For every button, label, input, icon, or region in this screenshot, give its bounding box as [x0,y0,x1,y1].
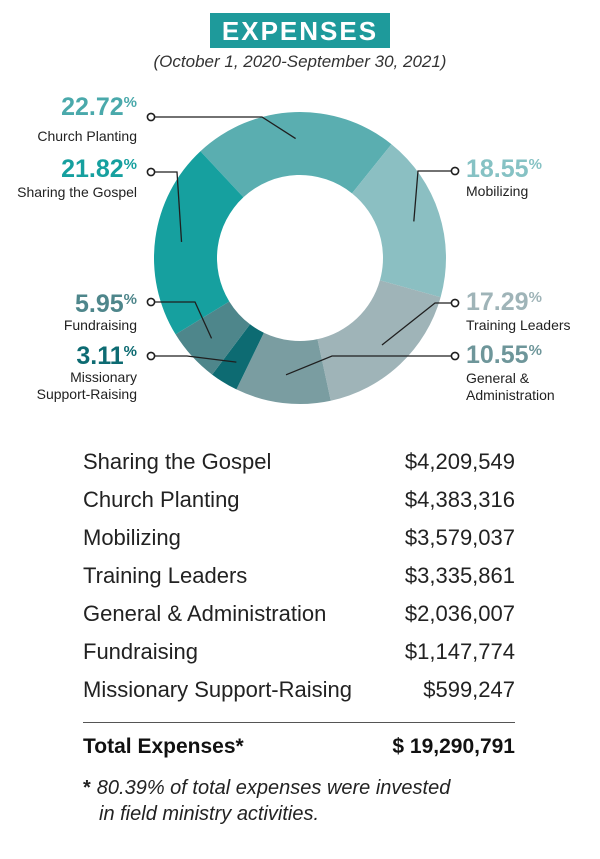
category-label-church-planting: Church Planting [37,128,137,144]
slice-church-planting [200,111,392,198]
pct-value: 21.82 [61,155,124,183]
pct-label-general-and-administration: 10.55% [466,341,542,369]
expense-row-label: Training Leaders [83,563,248,588]
segment-labels: 22.72%Church Planting18.55%Mobilizing17.… [17,93,570,403]
pct-sign: % [124,94,137,111]
pct-sign: % [124,291,137,308]
leader-line-sharing-the-gospel [151,171,183,242]
slice-sharing-the-gospel [154,151,244,335]
pct-sign: % [124,156,137,173]
category-label-missionary-support-raising: Support-Raising [37,386,137,402]
pct-sign: % [124,343,137,360]
pct-label-missionary-support-raising: 3.11% [76,342,137,370]
pct-label-sharing-the-gospel: 21.82% [61,155,137,183]
expense-row-amount: $4,209,549 [404,449,515,474]
pct-value: 10.55 [466,341,529,369]
pct-value: 18.55 [466,155,529,183]
pct-value: 22.72 [61,93,124,121]
expense-row-label: Sharing the Gospel [83,449,272,474]
donut-slices [154,111,446,404]
category-label-mobilizing: Mobilizing [466,183,528,199]
expenses-rows: Sharing the Gospel $4,209,549 Church Plant… [83,446,515,712]
date-range-subtitle: (October 1, 2020-September 30, 2021) [153,52,447,71]
slice-missionary-support-raising [212,324,264,390]
leader-line-church-planting [151,116,296,140]
category-label-general-and-administration: Administration [466,387,555,403]
expense-row-amount: $1,147,774 [404,639,515,664]
category-label-fundraising: Fundraising [64,317,137,333]
expense-row-amount: $3,335,861 [404,563,515,588]
expense-row: General & Administration $2,036,007 [83,598,515,636]
expense-row-label: General & Administration [83,601,327,626]
expense-row: Training Leaders $3,335,861 [83,560,515,598]
pct-sign: % [529,289,542,306]
footnote-line-2: in field ministry activities. [99,803,320,825]
page-title: EXPENSES [209,13,391,48]
expense-row-amount: $2,036,007 [404,601,515,626]
leader-dot-sharing-the-gospel [146,167,156,177]
expense-row: Missionary Support-Raising $599,247 [83,674,515,712]
total-amount: $ 19,290,791 [392,735,515,758]
total-divider [83,722,515,723]
category-label-sharing-the-gospel: Sharing the Gospel [17,184,137,200]
expense-row-label: Church Planting [83,487,240,512]
pct-value: 3.11 [76,342,123,370]
leader-line-general-and-administration [285,355,455,376]
leader-dot-training-leaders [450,298,460,308]
expense-row-amount: $4,383,316 [404,487,515,512]
leader-dot-mobilizing [450,166,460,176]
leader-line-fundraising [151,301,213,339]
pct-label-fundraising: 5.95% [75,290,137,318]
total-label: Total Expenses* [83,735,244,758]
pct-value: 5.95 [75,290,124,318]
footnote: * 80.39% of total expenses were invested … [83,775,563,827]
expense-row-amount: $599,247 [423,677,515,702]
leader-line-mobilizing [413,170,455,222]
expense-row-amount: $3,579,037 [404,525,515,550]
footnote-line-1: 80.39% of total expenses were invested [96,777,451,799]
leader-dot-church-planting [146,112,156,122]
footnote-star: * [83,777,91,799]
expenses-donut-chart: 22.72%Church Planting18.55%Mobilizing17.… [17,93,571,404]
slice-training-leaders [317,280,441,401]
leader-line-missionary-support-raising [151,355,237,363]
expense-row-label: Missionary Support-Raising [83,677,352,702]
expense-row: Church Planting $4,383,316 [83,484,515,522]
slice-general-and-administration [236,332,331,404]
leader-dot-missionary-support-raising [146,351,156,361]
leader-dot-general-and-administration [450,351,460,361]
expense-row-label: Fundraising [83,639,198,664]
category-label-training-leaders: Training Leaders [466,317,571,333]
pct-value: 17.29 [466,288,529,316]
expenses-table: Sharing the Gospel $4,209,549 Church Plant… [83,446,515,759]
expense-row: Fundraising $1,147,774 [83,636,515,674]
leader-dot-fundraising [146,297,156,307]
slice-mobilizing [352,144,446,298]
pct-sign: % [529,342,542,359]
expense-row-label: Mobilizing [83,525,181,550]
category-label-general-and-administration: General & [466,370,530,386]
pct-label-training-leaders: 17.29% [466,288,542,316]
expense-row: Mobilizing $3,579,037 [83,522,515,560]
title-wrap: EXPENSES [0,13,600,48]
pct-sign: % [529,156,542,173]
pct-label-church-planting: 22.72% [61,93,137,121]
leader-line-training-leaders [381,302,455,346]
pct-label-mobilizing: 18.55% [466,155,542,183]
label-leader-lines [146,112,460,376]
total-row: Total Expenses* $ 19,290,791 [83,735,515,759]
category-label-missionary-support-raising: Missionary [70,369,137,385]
expense-row: Sharing the Gospel $4,209,549 [83,446,515,484]
